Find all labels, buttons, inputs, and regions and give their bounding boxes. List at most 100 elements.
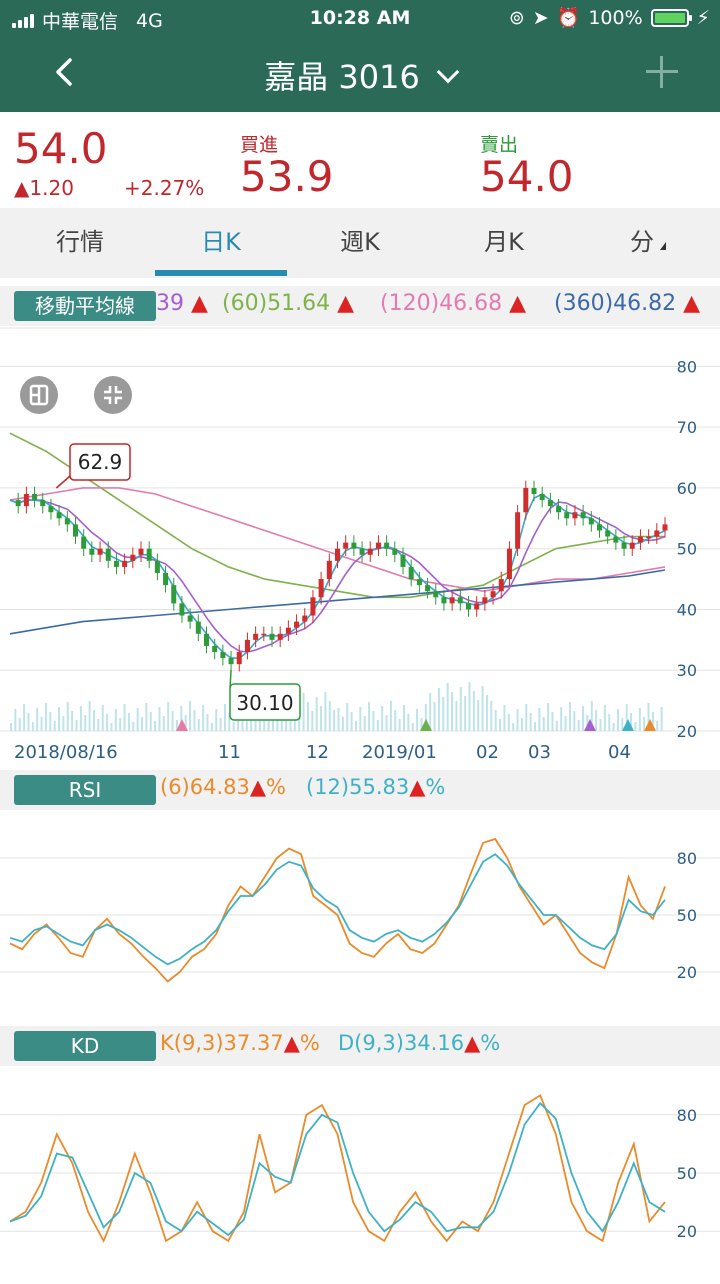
collapse-icon[interactable]: [94, 376, 132, 414]
volume-bar: [551, 712, 554, 731]
back-arrow-icon[interactable]: [44, 52, 84, 92]
volume-bar: [494, 710, 497, 731]
rsi-selector-button[interactable]: RSI: [14, 775, 156, 805]
volume-bar: [106, 714, 109, 731]
volume-bar: [302, 693, 305, 731]
stock-title: 嘉晶 3016: [264, 58, 420, 96]
carrier: 中華電信: [42, 11, 119, 33]
tab-minute-label: 分: [630, 228, 654, 256]
volume-bar: [141, 717, 143, 731]
volume-bar: [306, 702, 309, 731]
volume-bar: [429, 693, 432, 731]
candle-body: [662, 524, 668, 531]
add-watchlist-plus-icon[interactable]: [644, 54, 680, 90]
tab-weekly-k[interactable]: 週K: [340, 228, 380, 256]
candle-body: [138, 548, 144, 555]
candle-body: [302, 615, 308, 622]
volume-bar: [110, 723, 113, 731]
candle-body: [425, 585, 431, 592]
up-triangle-icon: ▲: [184, 291, 208, 316]
rsi-chart-svg[interactable]: 20 50 80: [0, 810, 720, 1020]
candle-body: [310, 597, 316, 616]
x-tick-label: 2019/01: [362, 742, 437, 763]
volume-bar: [516, 709, 519, 731]
volume-bar: [14, 709, 17, 731]
up-triangle-icon: ▲: [464, 1031, 481, 1055]
ma-indicator-bar: 移動平均線 39 ▲ (60)51.64 ▲ (120)46.68 ▲ (360…: [0, 286, 720, 326]
candle-body: [32, 494, 38, 501]
volume-bar: [250, 712, 253, 731]
ma-selector-button[interactable]: 移動平均線: [14, 291, 156, 321]
k-chart[interactable]: 20 30 40 50 60 70 80 62.9 30.10 2018/08/16 11 12 201…: [0, 326, 720, 766]
fullscreen-icon[interactable]: [20, 376, 58, 414]
volume-bar: [136, 708, 139, 731]
volume-bar: [219, 718, 222, 731]
volume-bar: [564, 716, 567, 731]
volume-bar: [71, 711, 74, 731]
volume-bar: [40, 717, 43, 731]
candle-body: [457, 597, 463, 604]
kd-chart-svg[interactable]: 20 50 80: [0, 1066, 720, 1280]
nav-bar: 嘉晶 3016: [0, 36, 720, 112]
stock-title-dropdown[interactable]: 嘉晶 3016: [0, 52, 720, 98]
rsi12-text: (12)55.83: [306, 775, 410, 799]
volume-bar: [451, 692, 454, 731]
candle-body: [375, 542, 381, 549]
candle-body: [269, 633, 275, 640]
volume-bar: [62, 716, 65, 731]
volume-bar: [411, 723, 414, 731]
k-value: K(9,3)37.37▲%: [160, 1031, 320, 1055]
tab-daily-k[interactable]: 日K: [201, 228, 241, 256]
volume-bar: [472, 691, 475, 731]
volume-bar: [232, 722, 235, 731]
tab-quote[interactable]: 行情: [56, 228, 104, 256]
clock: 10:28 AM: [309, 7, 411, 29]
volume-bar: [616, 709, 619, 731]
y-tick-label: 50: [677, 540, 697, 559]
volume-bar: [455, 701, 458, 731]
volume-bar: [512, 723, 515, 731]
volume-bar: [656, 721, 659, 731]
volume-bar: [145, 703, 148, 731]
kd-selector-button[interactable]: KD: [14, 1031, 156, 1061]
tab-minute[interactable]: 分: [588, 208, 708, 278]
volume-bar: [272, 711, 274, 731]
candle-body: [253, 633, 259, 640]
volume-bar: [660, 707, 663, 731]
candle-body: [23, 494, 29, 507]
candle-body: [171, 585, 177, 604]
volume-bar: [341, 717, 344, 731]
volume-bar: [23, 704, 26, 731]
kd-chart[interactable]: 20 50 80: [0, 1066, 720, 1280]
candle-body: [441, 597, 447, 604]
y-tick-label: 80: [677, 357, 697, 376]
volume-bar: [595, 710, 598, 731]
dropdown-corner-icon: [660, 242, 666, 250]
volume-bar: [433, 702, 436, 731]
candle-body: [154, 560, 160, 573]
low-annotation-pointer: [229, 670, 232, 689]
tab-monthly-k[interactable]: 月K: [484, 228, 524, 256]
k-chart-svg[interactable]: 20 30 40 50 60 70 80 62.9 30.10 2018/08/16 11 12 201…: [0, 326, 720, 766]
candle-body: [556, 506, 562, 513]
volume-bar: [534, 722, 536, 731]
volume-bar: [481, 686, 484, 731]
rsi-chart[interactable]: 20 50 80: [0, 810, 720, 1020]
volume-bar: [363, 716, 366, 731]
volume-bar: [206, 714, 209, 731]
ask-label: 賣出: [480, 134, 519, 156]
volume-bar: [647, 703, 650, 731]
rsi-indicator-bar: RSI (6)64.83▲% (12)55.83▲%: [0, 770, 720, 810]
candle-body: [547, 500, 553, 507]
volume-bar: [333, 710, 336, 731]
ma120-value: (120)46.68 ▲: [380, 291, 526, 316]
volume-bar: [184, 715, 187, 731]
x-tick-label: 11: [218, 742, 241, 763]
volume-bar: [464, 696, 467, 731]
candle-body: [113, 560, 119, 567]
volume-bar: [630, 713, 633, 731]
volume-bar: [529, 713, 532, 731]
candle-body: [637, 536, 643, 543]
volume-bar: [389, 701, 392, 731]
y-tick-label: 80: [677, 849, 697, 868]
